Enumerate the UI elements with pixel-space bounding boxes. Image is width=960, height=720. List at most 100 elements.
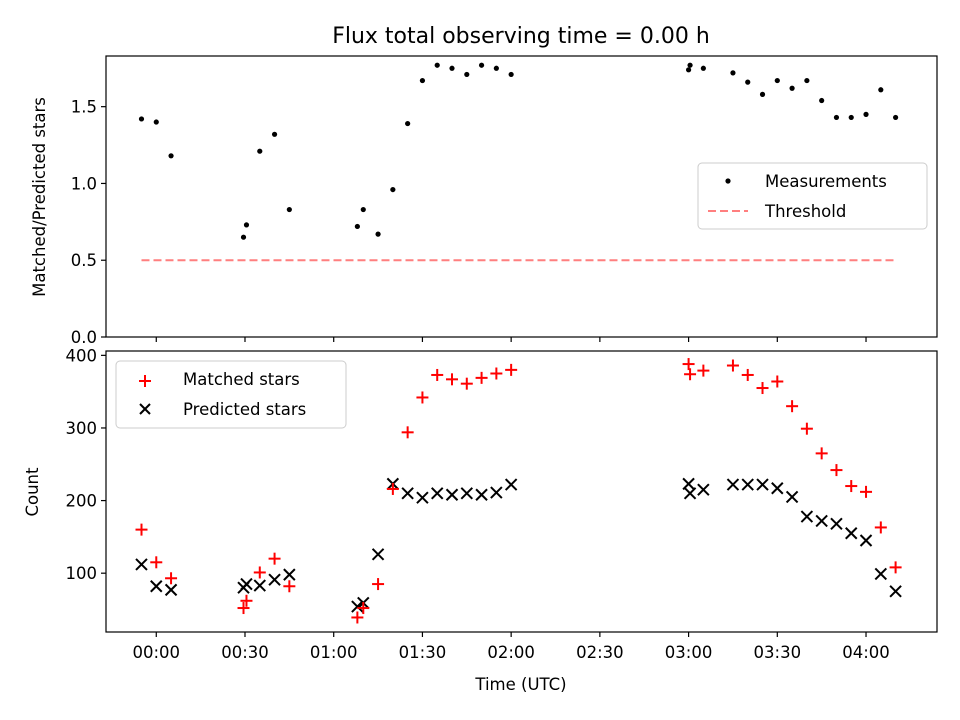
predicted-stars-point (371, 548, 385, 561)
x-tick-label: 01:00 (310, 643, 358, 662)
ratio-plot-frame (105, 55, 938, 338)
matched-stars-point (165, 572, 178, 585)
matched-stars-point (741, 368, 754, 381)
measurement-point (685, 67, 692, 73)
measurement-point (405, 120, 411, 127)
matched-stars-point (682, 358, 695, 371)
legend-measurements-marker (725, 178, 731, 184)
x-tick-label: 01:30 (399, 643, 447, 662)
measurement-point (257, 148, 263, 154)
legend-matched-label: Matched stars (183, 370, 300, 389)
measurement-point (271, 131, 278, 137)
measurement-point (168, 153, 174, 159)
matched-stars-point (786, 400, 799, 413)
matched-stars-point (240, 594, 253, 607)
legend-measurements-label: Measurements (765, 172, 887, 191)
measurement-point (360, 206, 366, 213)
measurement-point (478, 62, 485, 68)
ratio-y-tick-label: 0.0 (71, 328, 97, 347)
matched-stars-point (845, 480, 858, 493)
ratio-y-tick-label: 1.5 (71, 98, 97, 117)
matched-stars-point (684, 368, 697, 381)
predicted-stars-point (889, 585, 902, 598)
count-y-tick-label: 300 (66, 419, 98, 438)
matched-stars-point (460, 377, 473, 390)
measurement-point (375, 231, 381, 237)
measurement-point (243, 222, 250, 228)
matched-stars-point (860, 485, 873, 498)
predicted-stars-point (830, 517, 843, 531)
x-tick-label: 03:30 (754, 643, 802, 662)
matched-stars-point (874, 521, 887, 534)
count-legend-box (115, 360, 347, 429)
predicted-stars-point (697, 483, 710, 496)
legend-predicted-label: Predicted stars (183, 400, 306, 419)
ratio-y-ticks: 0.0 0.5 1.0 1.5 (71, 98, 106, 347)
x-axis-label: Time (UTC) (474, 675, 566, 694)
measurement-point (878, 87, 884, 93)
ratio-x-ticks (155, 337, 867, 342)
ratio-legend: Measurements Threshold (697, 162, 928, 230)
measurements-series (138, 62, 899, 240)
predicted-stars-point (150, 580, 163, 593)
measurement-point (774, 77, 780, 84)
predicted-stars-point (351, 600, 364, 613)
predicted-stars-point (815, 514, 828, 528)
predicted-stars-point (135, 558, 148, 571)
predicted-stars-point (683, 487, 697, 500)
measurement-point (138, 116, 145, 122)
count-y-tick-label: 200 (66, 492, 98, 511)
matched-stars-point (351, 611, 364, 624)
matched-stars-point (830, 464, 843, 477)
predicted-stars-point (785, 490, 799, 504)
ratio-panel: Flux total observing time = 0.00 h Match… (30, 24, 938, 347)
predicted-stars-point (416, 491, 429, 504)
predicted-stars-point (240, 577, 253, 591)
x-tick-label: 02:30 (576, 643, 624, 662)
matched-stars-point (283, 580, 296, 593)
measurement-point (508, 71, 514, 78)
matched-stars-series (135, 358, 902, 624)
measurement-point (819, 97, 825, 104)
measurement-point (730, 70, 736, 76)
measurement-point (759, 91, 766, 97)
measurement-point (354, 223, 360, 230)
predicted-stars-point (756, 478, 769, 491)
matched-stars-point (237, 602, 250, 615)
predicted-stars-point (859, 534, 873, 547)
matched-stars-point (697, 364, 710, 377)
legend-matched-marker (139, 375, 151, 387)
legend-predicted-marker (139, 403, 151, 415)
measurement-point (804, 77, 810, 84)
matched-stars-point (357, 602, 370, 615)
count-x-ticks: 00:00 00:30 01:00 01:30 02:00 02:30 03:00 03:30… (132, 632, 890, 662)
predicted-stars-point (253, 579, 266, 592)
count-y-tick-label: 400 (66, 346, 98, 365)
predicted-stars-series (135, 477, 902, 613)
measurement-point (286, 206, 292, 213)
predicted-stars-point (726, 478, 740, 491)
matched-stars-point (771, 375, 784, 388)
x-tick-label: 04:00 (842, 643, 890, 662)
ratio-y-tick-label: 0.5 (71, 251, 97, 270)
matched-stars-point (505, 363, 518, 376)
measurement-point (464, 71, 470, 78)
measurement-point (419, 77, 426, 84)
count-legend: Matched stars Predicted stars (115, 360, 347, 429)
matched-stars-point (135, 523, 148, 536)
measurement-point (687, 62, 693, 68)
legend-threshold-label: Threshold (764, 202, 846, 221)
matched-stars-point (490, 367, 503, 380)
ratio-y-axis-label: Matched/Predicted stars (30, 97, 49, 297)
measurement-point (833, 114, 840, 121)
x-tick-label: 00:00 (132, 643, 180, 662)
predicted-stars-point (845, 527, 858, 540)
matched-stars-point (372, 578, 385, 591)
predicted-stars-point (475, 488, 488, 501)
x-tick-label: 03:00 (665, 643, 713, 662)
matched-stars-point (756, 382, 769, 395)
predicted-stars-point (164, 583, 178, 597)
matched-stars-point (889, 561, 902, 574)
predicted-stars-point (283, 568, 296, 581)
